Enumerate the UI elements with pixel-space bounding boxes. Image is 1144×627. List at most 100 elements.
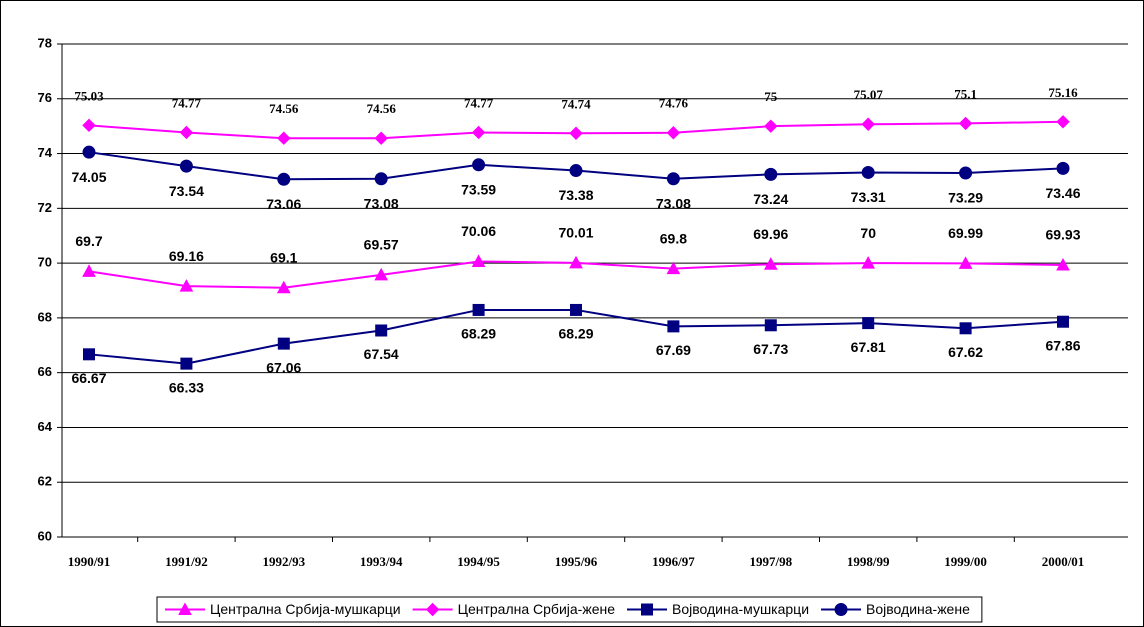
point: [666, 172, 680, 186]
point: [1056, 161, 1070, 175]
data-label: 69.8: [660, 230, 687, 246]
data-label: 75.03: [74, 88, 104, 103]
data-label: 74.56: [269, 101, 299, 116]
point: [82, 145, 96, 159]
data-label: 75.07: [854, 87, 884, 102]
y-tick-label: 64: [38, 419, 53, 434]
point: [862, 317, 875, 330]
point: [834, 603, 848, 616]
point: [374, 172, 388, 186]
data-label: 67.62: [948, 344, 983, 360]
point: [178, 602, 192, 615]
data-label: 73.08: [656, 195, 691, 211]
point: [1057, 315, 1069, 328]
point: [569, 255, 583, 269]
data-label: 73.31: [851, 189, 886, 205]
point: [276, 280, 291, 294]
point: [375, 324, 388, 337]
data-label: 75: [764, 89, 778, 104]
data-label: 74.56: [367, 101, 397, 116]
data-label: 67.06: [266, 359, 301, 375]
point: [861, 117, 875, 131]
point: [861, 256, 876, 269]
data-label: 67.54: [364, 346, 399, 362]
point: [764, 119, 778, 133]
point: [959, 166, 973, 180]
point: [374, 131, 388, 145]
point: [958, 256, 973, 269]
point: [763, 257, 778, 270]
data-label: 73.24: [753, 191, 788, 207]
point: [569, 126, 583, 140]
legend-label: Војводина-мушкарци: [672, 601, 809, 617]
point: [179, 125, 194, 140]
point: [83, 348, 95, 361]
data-label: 67.69: [656, 342, 691, 358]
x-tick-label: 1990/91: [68, 554, 111, 569]
legend-label: Централна Србија-жене: [458, 601, 616, 617]
data-label: 66.33: [169, 379, 204, 395]
data-label: 74.74: [561, 96, 591, 111]
data-label: 69.99: [948, 225, 983, 241]
data-label: 69.16: [169, 248, 204, 264]
y-tick-label: 76: [38, 90, 52, 105]
point: [569, 164, 583, 178]
x-tick-label: 1993/94: [360, 554, 403, 569]
point: [179, 279, 194, 292]
data-label: 70.06: [461, 223, 496, 239]
data-label: 67.73: [753, 341, 788, 357]
point: [570, 303, 582, 316]
point: [471, 125, 486, 140]
x-tick-label: 1999/00: [944, 554, 987, 569]
x-tick-label: 1997/98: [749, 554, 792, 569]
x-tick-label: 1994/95: [457, 554, 500, 569]
point: [764, 167, 778, 181]
x-tick-label: 2000/01: [1042, 554, 1085, 569]
y-tick-label: 66: [38, 364, 52, 379]
data-label: 75.16: [1048, 85, 1078, 100]
data-label: 74.77: [464, 95, 494, 110]
point: [472, 303, 485, 316]
point: [764, 319, 777, 332]
point: [82, 264, 96, 277]
y-tick-label: 78: [38, 35, 52, 50]
y-tick-label: 60: [38, 528, 52, 543]
data-label: 67.86: [1045, 337, 1080, 353]
data-label: 66.67: [71, 370, 106, 386]
point: [277, 131, 291, 145]
point: [277, 337, 290, 350]
point: [82, 118, 96, 133]
point: [1056, 115, 1070, 129]
x-tick-label: 1995/96: [555, 554, 598, 569]
data-label: 68.29: [558, 326, 593, 342]
legend: Централна Србија-мушкарци Централна Србиј…: [156, 596, 983, 623]
data-label: 74.76: [659, 96, 689, 111]
data-label: 70: [860, 225, 876, 241]
point: [179, 159, 193, 173]
data-label: 69.93: [1045, 227, 1080, 243]
series: 75.03 74.77 74.56 74.56 74.77 74.74 74.76 75 75.…: [74, 85, 1078, 145]
data-label: 74.05: [71, 169, 106, 185]
point: [1056, 257, 1070, 271]
x-tick-label: 1996/97: [652, 554, 695, 569]
data-label: 73.08: [364, 195, 399, 211]
point: [472, 158, 486, 172]
legend-label: Војводина-жене: [866, 601, 970, 617]
data-label: 73.59: [461, 181, 496, 197]
y-tick-label: 68: [38, 309, 52, 324]
x-tick-label: 1991/92: [165, 554, 208, 569]
point: [425, 602, 440, 617]
y-tick-label: 72: [38, 200, 52, 215]
data-label: 69.1: [270, 249, 297, 265]
data-label: 68.29: [461, 326, 496, 342]
point: [861, 165, 875, 179]
y-tick-label: 74: [38, 145, 53, 160]
data-label: 69.7: [75, 233, 102, 249]
point: [277, 172, 291, 186]
point: [180, 357, 193, 370]
x-tick-label: 1992/93: [262, 554, 305, 569]
data-label: 73.46: [1045, 185, 1080, 201]
data-label: 74.77: [172, 95, 202, 110]
data-label: 73.38: [558, 187, 593, 203]
